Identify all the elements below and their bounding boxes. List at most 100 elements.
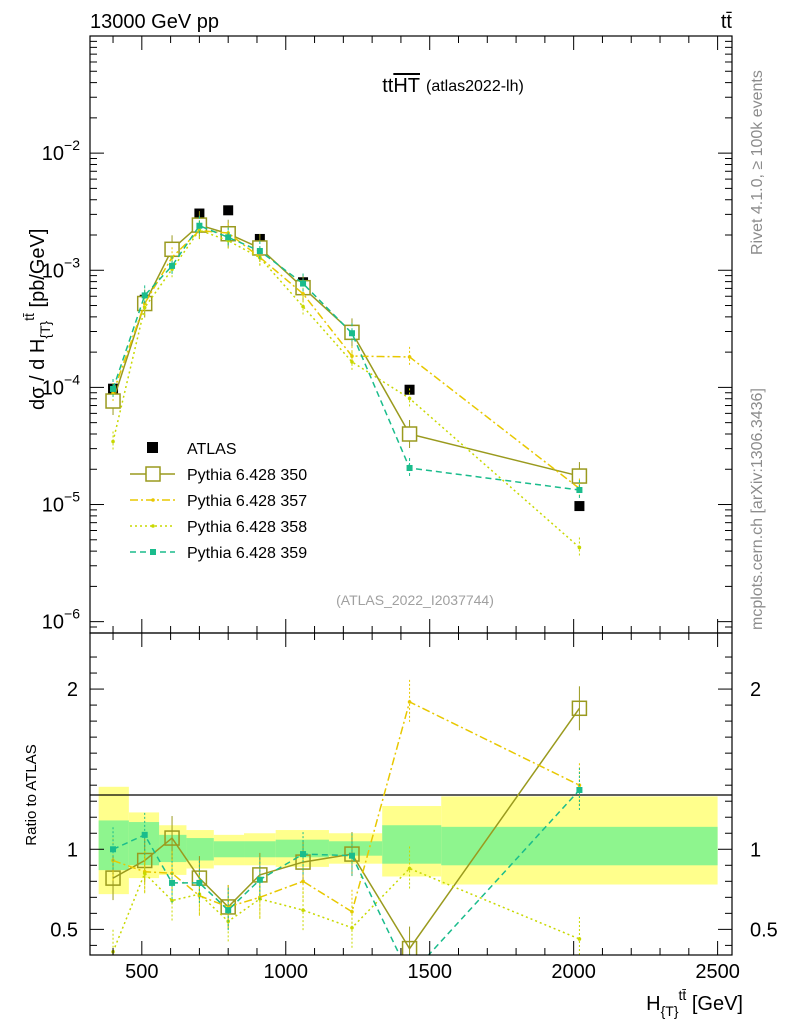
ratio-uncertainty-bands xyxy=(98,786,718,895)
x-tick-label: 1000 xyxy=(264,961,309,983)
x-label-prefix: H xyxy=(646,993,660,1015)
x-axis-label: H{T}tt̄ [GeV] xyxy=(646,987,743,1019)
ratio-tick-labels: 0.5 0.51 12 2500 1000 1500 2000 2500 xyxy=(50,679,778,983)
uncertainty-band-green xyxy=(244,841,276,858)
ratio-y-tick-label-right: 2 xyxy=(750,679,761,701)
series-marker xyxy=(196,222,203,229)
plot-title-overlined: HT xyxy=(393,75,420,97)
uncertainty-band-green xyxy=(98,820,129,871)
ratio-panel: 0.5 0.51 12 2500 1000 1500 2000 2500 Ratio to A… xyxy=(23,632,778,1019)
series-marker xyxy=(111,391,115,395)
main-y-tick-base: 10 xyxy=(42,612,64,634)
x-label-sup: tt̄ xyxy=(679,987,687,1003)
legend-marker xyxy=(151,498,155,502)
series-marker xyxy=(348,330,355,337)
process-label: tt̄ xyxy=(721,11,733,33)
main-y-label-sub: {T} xyxy=(37,321,53,339)
ratio-marker xyxy=(170,898,174,903)
analysis-watermark: (ATLAS_2022_I2037744) xyxy=(336,592,494,608)
ratio-marker xyxy=(196,879,203,886)
series-marker xyxy=(300,280,307,287)
ratio-marker xyxy=(110,846,117,853)
ratio-marker xyxy=(407,700,412,704)
legend-label: Pythia 6.428 358 xyxy=(187,519,307,536)
main-y-tick-labels: 10−210−310−410−510−6 xyxy=(42,137,80,634)
main-y-label-sup: tt̄ xyxy=(21,313,37,321)
series-marker xyxy=(111,439,115,444)
ratio-marker xyxy=(401,940,418,955)
series-marker xyxy=(142,305,147,310)
uncertainty-band-green xyxy=(275,839,329,858)
main-frame xyxy=(89,35,733,634)
rivet-version-label: Rivet 4.1.0, ≥ 100k events xyxy=(749,70,766,255)
main-y-tick-label: 10−4 xyxy=(42,371,80,399)
uncertainty-band-green xyxy=(441,826,718,866)
energy-label: 13000 GeV pp xyxy=(90,11,219,33)
series-pythia-6-428-359 xyxy=(110,215,583,501)
series-marker xyxy=(256,248,263,255)
ratio-marker xyxy=(225,907,232,914)
main-y-tick-label: 10−5 xyxy=(42,489,80,517)
legend-label: Pythia 6.428 359 xyxy=(187,545,307,562)
series-marker xyxy=(350,360,354,364)
ratio-marker xyxy=(164,830,180,846)
x-tick-label: 2500 xyxy=(695,961,740,983)
main-y-tick-base: 10 xyxy=(42,377,64,399)
ratio-axis-ticks xyxy=(90,633,732,955)
ratio-y-tick-label-right: 0.5 xyxy=(750,919,778,941)
legend-marker xyxy=(151,524,155,528)
legend-entry: Pythia 6.428 357 xyxy=(130,493,307,510)
ratio-marker xyxy=(301,908,305,912)
ratio-marker xyxy=(142,871,147,876)
plot-title-main: tt xyxy=(382,75,394,97)
legend: ATLAS Pythia 6.428 350 Pythia 6.428 357 Pyt… xyxy=(130,441,307,562)
uncertainty-band-green xyxy=(186,838,214,861)
series-line xyxy=(112,224,580,491)
ratio-y-tick-label-right: 1 xyxy=(750,839,761,861)
x-label-unit: [GeV] xyxy=(686,993,743,1015)
main-y-label-prefix: dσ / d H xyxy=(27,339,49,410)
ratio-marker xyxy=(256,876,263,883)
uncertainty-band-green xyxy=(213,841,245,858)
series-marker xyxy=(406,465,413,472)
main-y-tick-exp: −5 xyxy=(64,489,80,505)
legend-label: Pythia 6.428 357 xyxy=(187,493,307,510)
x-tick-label: 500 xyxy=(125,961,158,983)
series-marker xyxy=(301,291,305,296)
legend-marker xyxy=(150,549,156,555)
plot-subtitle: (atlas2022-lh) xyxy=(426,78,524,95)
series-marker xyxy=(110,385,117,392)
legend-label: Pythia 6.428 350 xyxy=(187,467,307,484)
x-tick-label: 1500 xyxy=(407,961,452,983)
ratio-marker xyxy=(577,937,582,941)
uncertainty-band-green xyxy=(128,822,160,866)
main-y-tick-label: 10−2 xyxy=(42,137,80,165)
x-label-sub: {T} xyxy=(661,1003,679,1019)
series-pythia-6-428-357 xyxy=(111,220,582,499)
plot-title: ttHT xyxy=(382,75,420,97)
ratio-line xyxy=(112,707,581,950)
main-y-tick-exp: −4 xyxy=(64,371,80,387)
legend-label: ATLAS xyxy=(187,441,237,458)
ratio-marker xyxy=(300,851,307,858)
ratio-y-tick-label: 0.5 xyxy=(50,919,78,941)
series-line xyxy=(112,229,580,490)
main-series-layer xyxy=(105,205,588,558)
main-panel: 10−210−310−410−510−6 ttHT (atlas2022-lh)… xyxy=(21,35,733,634)
main-y-tick-exp: −6 xyxy=(64,606,80,622)
main-y-tick-base: 10 xyxy=(42,143,64,165)
ratio-marker xyxy=(141,831,148,838)
main-y-tick-label: 10−3 xyxy=(42,254,80,282)
main-axis-ticks xyxy=(90,35,732,634)
uncertainty-band-green xyxy=(382,825,442,864)
series-line xyxy=(112,229,580,549)
main-y-tick-base: 10 xyxy=(42,260,64,282)
legend-entry: Pythia 6.428 350 xyxy=(130,466,307,484)
series-marker xyxy=(407,396,412,401)
ratio-marker xyxy=(301,879,305,884)
series-marker xyxy=(169,262,176,269)
legend-marker xyxy=(145,466,161,482)
ratio-line xyxy=(112,700,580,913)
